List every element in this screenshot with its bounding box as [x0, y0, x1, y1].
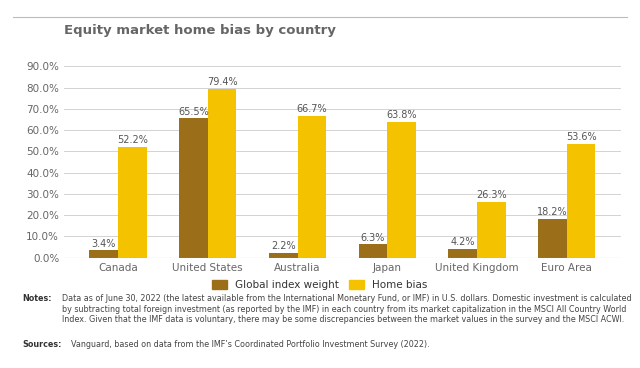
- Text: 6.3%: 6.3%: [361, 233, 385, 243]
- Text: 52.2%: 52.2%: [117, 135, 148, 145]
- Text: 66.7%: 66.7%: [296, 104, 327, 114]
- Text: 4.2%: 4.2%: [451, 237, 475, 247]
- Text: 26.3%: 26.3%: [476, 190, 507, 200]
- Text: Equity market home bias by country: Equity market home bias by country: [64, 24, 336, 37]
- Text: Data as of June 30, 2022 (the latest available from the International Monetary F: Data as of June 30, 2022 (the latest ava…: [62, 294, 632, 324]
- Text: Sources:: Sources:: [22, 340, 62, 349]
- Bar: [179, 118, 208, 258]
- Bar: [387, 122, 416, 258]
- Bar: [477, 202, 506, 258]
- Text: Notes:: Notes:: [22, 294, 52, 303]
- Text: 79.4%: 79.4%: [207, 77, 237, 87]
- Text: 3.4%: 3.4%: [92, 239, 116, 249]
- Bar: [538, 219, 567, 258]
- Bar: [298, 116, 326, 258]
- Bar: [208, 89, 237, 258]
- Text: 63.8%: 63.8%: [387, 110, 417, 120]
- Bar: [90, 250, 118, 258]
- Bar: [358, 244, 387, 258]
- Bar: [118, 146, 147, 258]
- Bar: [567, 144, 595, 258]
- Text: 2.2%: 2.2%: [271, 241, 296, 251]
- Text: 53.6%: 53.6%: [566, 132, 596, 142]
- Legend: Global index weight, Home bias: Global index weight, Home bias: [208, 276, 432, 294]
- Text: 65.5%: 65.5%: [178, 107, 209, 117]
- Bar: [448, 249, 477, 258]
- Bar: [269, 253, 298, 258]
- Text: Vanguard, based on data from the IMF’s Coordinated Portfolio Investment Survey (: Vanguard, based on data from the IMF’s C…: [70, 340, 429, 349]
- Text: 18.2%: 18.2%: [537, 207, 568, 217]
